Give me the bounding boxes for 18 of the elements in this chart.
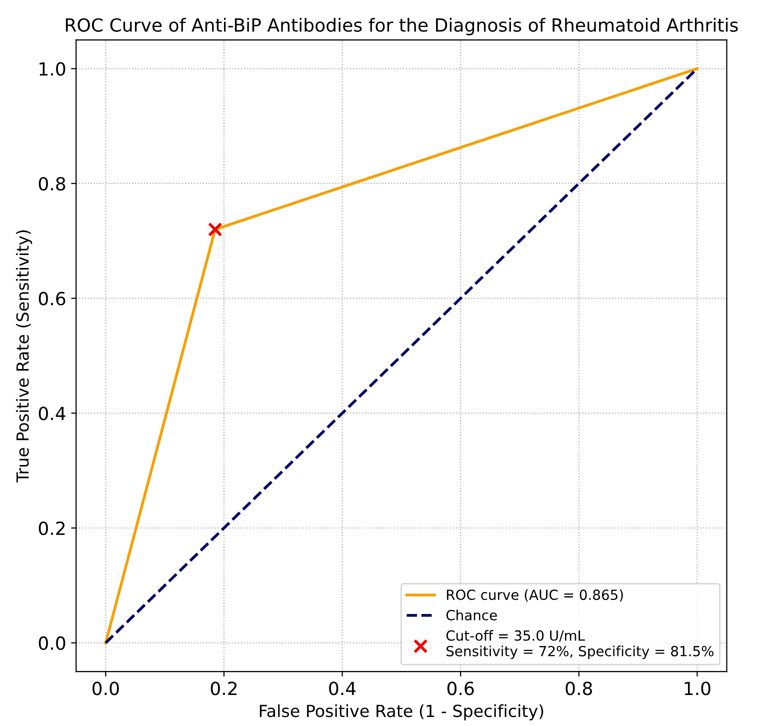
y-tick-label: 0.0 — [38, 636, 66, 650]
legend-label: Cut-off = 35.0 U/mL Sensitivity = 72%, Specificity = 81.5% — [446, 630, 714, 660]
y-axis-title: True Positive Rate (Sensitivity) — [16, 230, 32, 483]
x-tick-label: 0.0 — [92, 682, 119, 696]
x-tick-label: 0.8 — [566, 682, 592, 696]
x-tick-label: 0.2 — [210, 682, 237, 696]
y-tick-label: 1.0 — [40, 62, 66, 76]
x-tick-label: 1.0 — [684, 682, 710, 696]
y-tick-label: 0.4 — [38, 406, 66, 420]
x-axis-title: False Positive Rate (1 - Specificity) — [260, 704, 544, 720]
legend-label: ROC curve (AUC = 0.865) — [446, 589, 623, 602]
legend-label: Chance — [446, 610, 497, 620]
y-tick-label: 0.8 — [38, 176, 66, 191]
y-tick-label: 0.2 — [38, 521, 65, 536]
chart-title: ROC Curve of Anti-BiP Antibodies for the Diagnosis of Rheumatoid Arthritis — [66, 18, 738, 36]
x-tick-label: 0.6 — [447, 682, 474, 696]
y-tick-label: 0.6 — [38, 292, 66, 306]
x-tick-label: 0.4 — [329, 682, 356, 696]
